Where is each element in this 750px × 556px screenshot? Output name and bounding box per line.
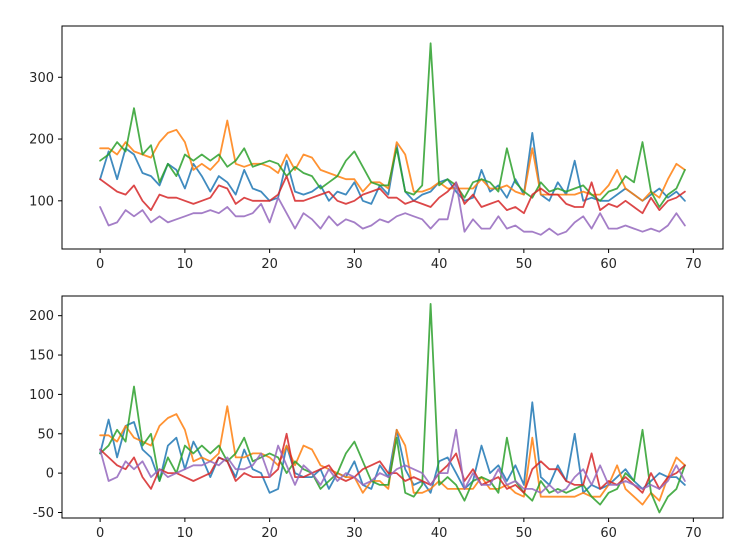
x-tick-label: 60 — [600, 526, 617, 541]
series-line-c4 — [99, 181, 686, 236]
x-tick-label: 0 — [96, 257, 104, 272]
series-line-c1 — [99, 405, 686, 506]
x-tick-label: 20 — [261, 526, 278, 541]
x-tick-label: 50 — [516, 257, 533, 272]
x-tick-label: 0 — [96, 526, 104, 541]
y-tick-label: 0 — [46, 467, 54, 482]
y-tick-label: 200 — [29, 133, 54, 148]
x-tick-label: 40 — [431, 257, 448, 272]
series-line-c3 — [99, 175, 686, 215]
y-tick-label: -50 — [33, 506, 54, 521]
y-tick-label: 100 — [29, 388, 54, 403]
series-line-c1 — [99, 119, 686, 202]
axes-frame — [61, 295, 724, 519]
axes-bottom: 0 10 20 30 40 50 60 70 -50 0 50 100 150 200 — [29, 295, 724, 541]
y-tick-label: 100 — [29, 194, 54, 209]
x-tick-label: 40 — [431, 526, 448, 541]
y-tick-label: 50 — [37, 427, 54, 442]
series-line-c2 — [99, 42, 686, 208]
x-tick-label: 10 — [177, 257, 194, 272]
x-tick-label: 30 — [346, 526, 363, 541]
x-tick-label: 70 — [685, 257, 702, 272]
x-tick-label: 30 — [346, 257, 363, 272]
x-tick-label: 70 — [685, 526, 702, 541]
y-tick-label: 150 — [29, 349, 54, 364]
axes-top: 0 10 20 30 40 50 60 70 100 200 300 — [29, 25, 724, 272]
series-line-c4 — [99, 428, 686, 494]
axes-frame — [61, 25, 724, 250]
x-tick-label: 50 — [516, 526, 533, 541]
x-tick-label: 60 — [600, 257, 617, 272]
y-tick-label: 200 — [29, 309, 54, 324]
y-tick-label: 300 — [29, 71, 54, 86]
x-tick-label: 20 — [261, 257, 278, 272]
x-tick-label: 10 — [177, 526, 194, 541]
series-line-c2 — [99, 302, 686, 514]
